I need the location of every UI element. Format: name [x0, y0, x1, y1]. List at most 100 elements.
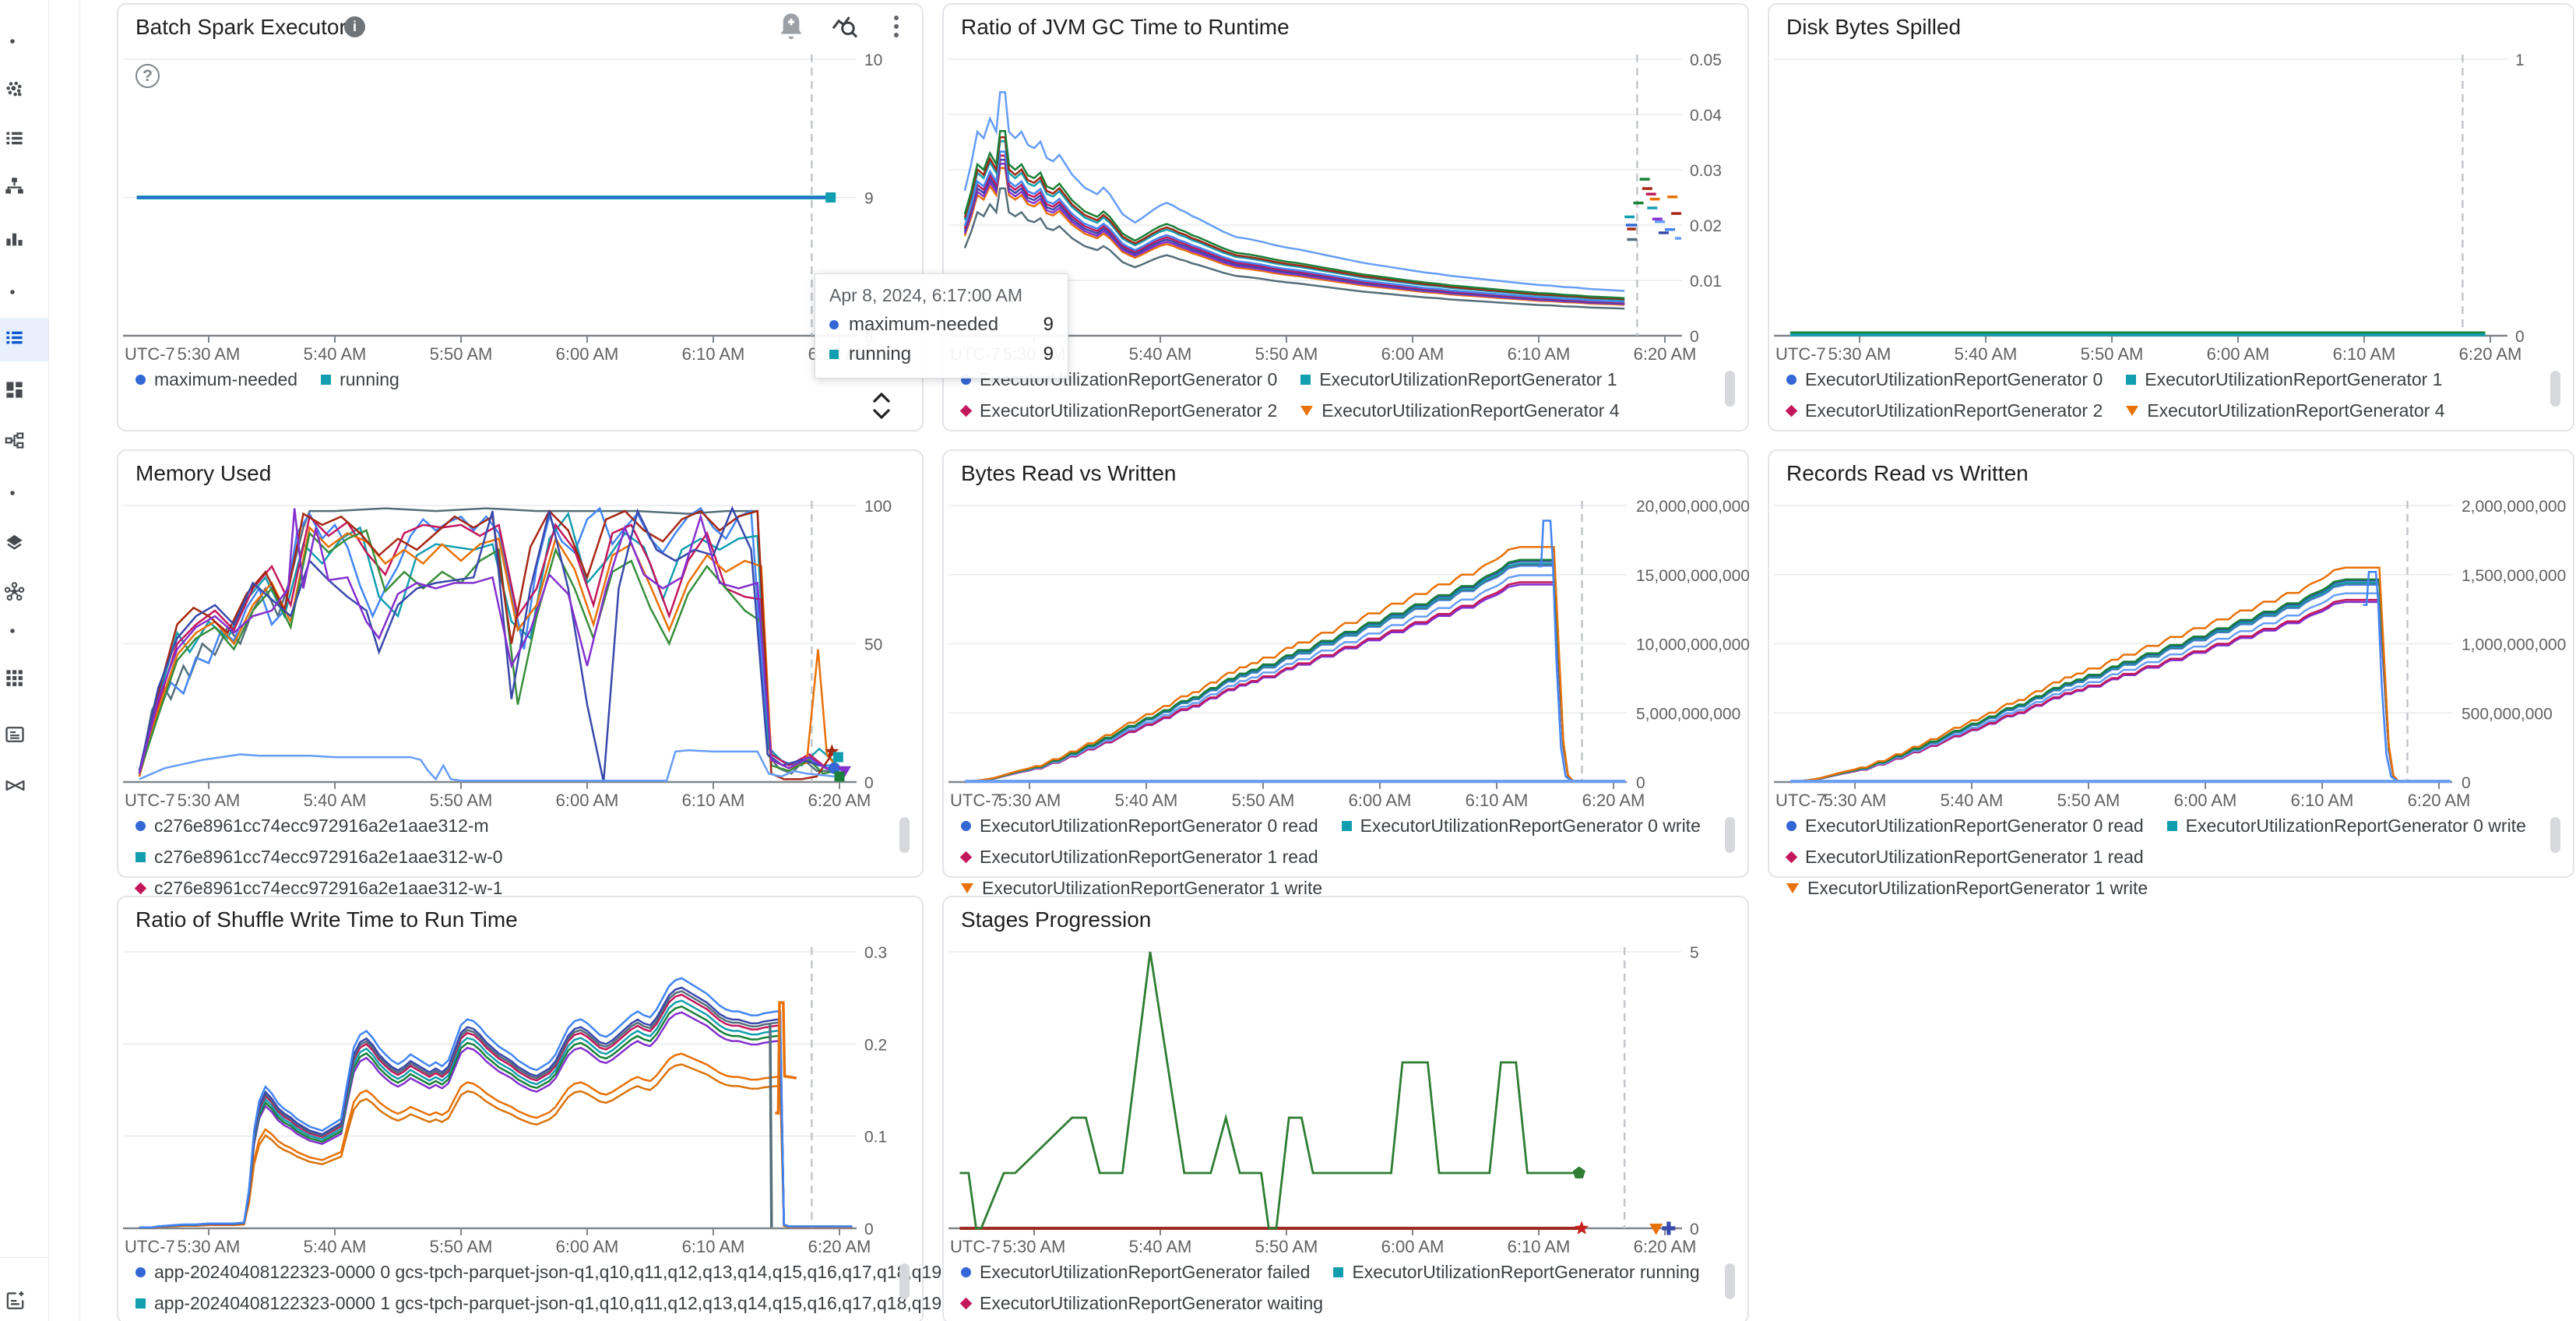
- legend-item[interactable]: ExecutorUtilizationReportGenerator 0 wri…: [1341, 815, 1701, 837]
- chart-legend: ExecutorUtilizationReportGenerator 0 rea…: [1785, 815, 2526, 899]
- svg-text:UTC-7: UTC-7: [125, 791, 175, 810]
- svg-text:5:30 AM: 5:30 AM: [1003, 1237, 1066, 1256]
- svg-text:2,000,000,000: 2,000,000,000: [2462, 498, 2566, 516]
- legend-item[interactable]: ExecutorUtilizationReportGenerator 0 wri…: [2166, 815, 2526, 837]
- bar-icon: [4, 229, 25, 254]
- legend-item[interactable]: maximum-needed: [135, 369, 297, 390]
- legend-item[interactable]: ExecutorUtilizationReportGenerator 0: [1786, 369, 2103, 390]
- left-nav-rail: [0, 0, 49, 1321]
- sidebar-item-network[interactable]: [0, 572, 48, 615]
- legend-item[interactable]: c276e8961cc74ecc972916a2e1aae312-w-0: [135, 847, 503, 868]
- svg-text:5:50 AM: 5:50 AM: [430, 344, 493, 364]
- legend-item[interactable]: c276e8961cc74ecc972916a2e1aae312-w-1: [134, 878, 503, 899]
- sidebar-item-bowtie[interactable]: [0, 766, 48, 809]
- svg-text:6:00 AM: 6:00 AM: [1381, 344, 1445, 364]
- sidebar-item-dot[interactable]: [0, 611, 48, 654]
- svg-text:5:30 AM: 5:30 AM: [1828, 344, 1892, 364]
- chart-plot[interactable]: 5 0 5:30 AM 5:40 AM 5:50 AM 6:00 AM 6:10 AM 6:2…: [944, 936, 1747, 1263]
- legend-label: ExecutorUtilizationReportGenerator 0 wri…: [2185, 815, 2526, 836]
- chart-plot[interactable]: 100 50 0 5:30 AM 5:40 AM 5:50 AM 6:00 AM 6:10 A…: [118, 490, 922, 817]
- chart-title: Records Read vs Written: [1786, 461, 2029, 485]
- legend-label: ExecutorUtilizationReportGenerator 1: [1319, 369, 1617, 389]
- svg-text:6:20 AM: 6:20 AM: [1634, 1237, 1697, 1256]
- svg-text:UTC-7: UTC-7: [950, 791, 1001, 810]
- legend-item[interactable]: ExecutorUtilizationReportGenerator 1: [1300, 369, 1617, 390]
- legend-scrollbar[interactable]: [899, 817, 910, 853]
- legend-item[interactable]: ExecutorUtilizationReportGenerator 4: [1300, 400, 1620, 421]
- legend-item[interactable]: ExecutorUtilizationReportGenerator 1 wri…: [961, 878, 1322, 899]
- add-alert-icon[interactable]: [776, 11, 807, 46]
- sidebar-item-list[interactable]: [0, 318, 48, 361]
- legend-item[interactable]: ExecutorUtilizationReportGenerator 0 rea…: [961, 815, 1318, 837]
- sidebar-item-bar[interactable]: [0, 220, 48, 263]
- legend-item[interactable]: ExecutorUtilizationReportGenerator 2: [1785, 400, 2103, 421]
- legend-label: ExecutorUtilizationReportGenerator 4: [2147, 400, 2445, 421]
- sidebar-item-layers[interactable]: [0, 523, 48, 567]
- svg-text:1,500,000,000: 1,500,000,000: [2462, 567, 2566, 585]
- tooltip-pager-chevrons[interactable]: [867, 387, 896, 428]
- legend-scrollbar[interactable]: [2550, 817, 2560, 853]
- chart-plot[interactable]: 10985:30 AM5:40 AM5:50 AM6:00 AM6:10 AM6…: [118, 44, 922, 371]
- legend-item[interactable]: ExecutorUtilizationReportGenerator 1 rea…: [959, 847, 1318, 868]
- sidebar-divider: [0, 1257, 48, 1258]
- sidebar-item-scatter[interactable]: [0, 70, 48, 114]
- tooltip-series-value: 9: [1043, 343, 1054, 365]
- legend-item[interactable]: ExecutorUtilizationReportGenerator 1: [2126, 369, 2443, 390]
- explore-chart-icon[interactable]: [830, 12, 860, 45]
- legend-item[interactable]: ExecutorUtilizationReportGenerator waiti…: [959, 1293, 1323, 1314]
- sidebar-item-dot[interactable]: [0, 21, 48, 65]
- svg-text:UTC-7: UTC-7: [1775, 791, 1826, 810]
- sidebar-item-dot[interactable]: [0, 272, 48, 315]
- legend-item[interactable]: ExecutorUtilizationReportGenerator 4: [2126, 400, 2445, 421]
- legend-item[interactable]: ExecutorUtilizationReportGenerator 1 wri…: [1786, 878, 2148, 899]
- svg-text:6:20 AM: 6:20 AM: [808, 791, 871, 810]
- legend-item[interactable]: ExecutorUtilizationReportGenerator 2: [959, 400, 1277, 421]
- legend-item[interactable]: ExecutorUtilizationReportGenerator faile…: [961, 1262, 1310, 1283]
- chart-plot[interactable]: 2,000,000,000 1,500,000,000 1,000,000,000 5…: [1769, 490, 2573, 817]
- legend-item[interactable]: ExecutorUtilizationReportGenerator 1 rea…: [1785, 847, 2144, 868]
- sidebar-item-dot[interactable]: [0, 473, 48, 516]
- svg-text:6:10 AM: 6:10 AM: [682, 1237, 745, 1256]
- card-shuffle-write-ratio: Ratio of Shuffle Write Time to Run Time …: [117, 896, 996, 1321]
- legend-label: running: [340, 369, 399, 389]
- legend-scrollbar[interactable]: [2550, 371, 2560, 407]
- svg-text:50: 50: [864, 636, 882, 654]
- help-icon[interactable]: ?: [135, 64, 160, 88]
- legend-item[interactable]: running: [321, 369, 399, 390]
- legend-diamond-marker: [1785, 404, 1798, 417]
- svg-text:5:50 AM: 5:50 AM: [2081, 344, 2144, 364]
- sidebar-item-list[interactable]: [0, 118, 48, 162]
- legend-item[interactable]: ExecutorUtilizationReportGenerator runni…: [1333, 1262, 1700, 1283]
- sidebar-item-article[interactable]: [0, 714, 48, 758]
- legend-circle-marker: [1786, 375, 1797, 385]
- chart-title: Memory Used: [135, 461, 272, 485]
- sidebar-item-blocks[interactable]: [0, 370, 48, 414]
- legend-scrollbar[interactable]: [899, 1263, 910, 1299]
- legend-scrollbar[interactable]: [1725, 371, 1735, 407]
- svg-text:5:50 AM: 5:50 AM: [1255, 1237, 1318, 1256]
- chart-plot[interactable]: 1 0 5:30 AM 5:40 AM 5:50 AM 6:00 AM 6:10 AM 6:2…: [1769, 44, 2573, 371]
- sidebar-item-grid[interactable]: [0, 658, 48, 702]
- list-icon: [4, 128, 25, 153]
- bowtie-icon: [4, 774, 26, 801]
- chart-plot[interactable]: 0.3 0.2 0.1 0 5:30 AM 5:40 AM 5:50 AM 6:00 AM 6:…: [118, 936, 922, 1263]
- info-icon[interactable]: i: [344, 16, 365, 37]
- legend-item[interactable]: app-20240408122323-0000 1 gcs-tpch-parqu…: [135, 1293, 996, 1314]
- legend-scrollbar[interactable]: [1725, 817, 1735, 853]
- tooltip-row: running 9: [829, 343, 1054, 365]
- legend-item[interactable]: ExecutorUtilizationReportGenerator 0 rea…: [1786, 815, 2144, 837]
- more-vert-icon[interactable]: [883, 12, 910, 45]
- svg-text:100: 100: [864, 498, 892, 516]
- svg-text:6:00 AM: 6:00 AM: [1349, 791, 1412, 810]
- legend-item[interactable]: c276e8961cc74ecc972916a2e1aae312-m: [135, 815, 489, 837]
- sidebar-item-compose[interactable]: [0, 1280, 48, 1321]
- legend-scrollbar[interactable]: [1725, 1263, 1735, 1299]
- chart-plot[interactable]: 20,000,000,000 15,000,000,000 10,000,000,0…: [944, 490, 1750, 817]
- sidebar-item-tree[interactable]: [0, 167, 48, 210]
- legend-item[interactable]: app-20240408122323-0000 0 gcs-tpch-parqu…: [135, 1262, 996, 1283]
- svg-text:6:00 AM: 6:00 AM: [2174, 791, 2237, 810]
- legend-square-marker: [135, 1298, 146, 1309]
- sidebar-item-flow[interactable]: [0, 421, 48, 464]
